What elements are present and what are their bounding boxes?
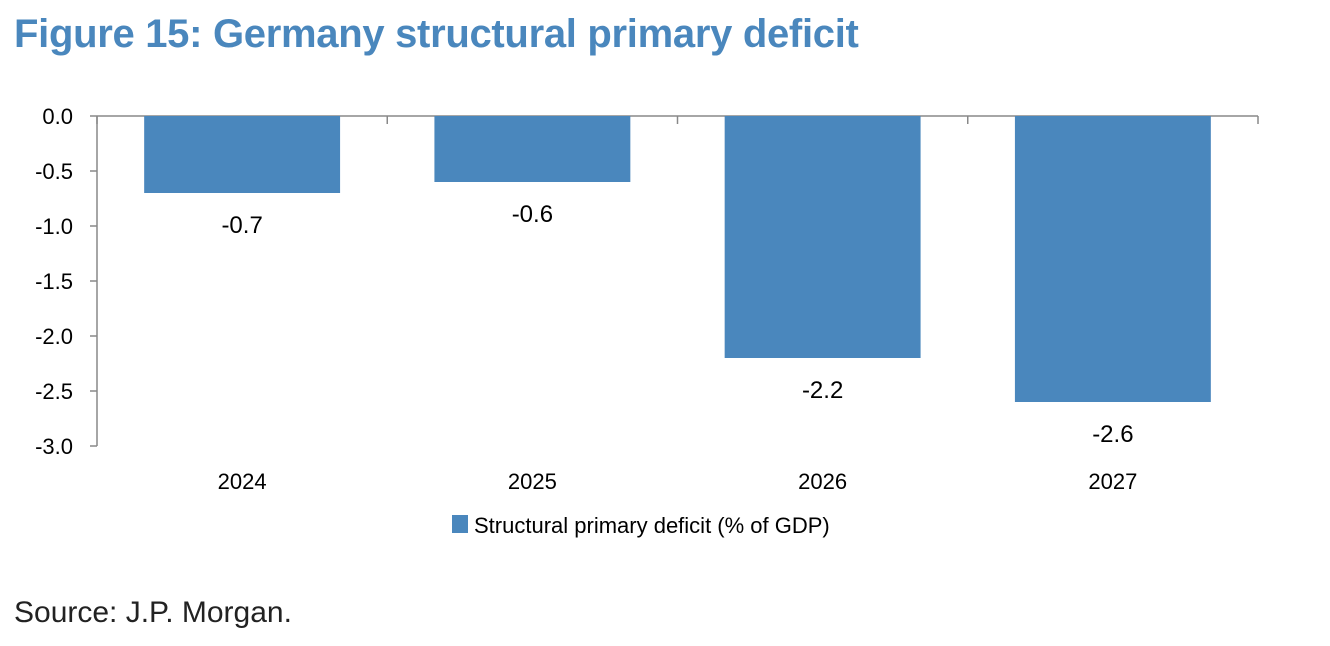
- y-tick-label: -1.5: [35, 269, 73, 294]
- y-tick-label: -2.0: [35, 324, 73, 349]
- data-label-2026: -2.2: [802, 377, 843, 404]
- legend-swatch: [452, 515, 468, 533]
- data-label-2027: -2.6: [1092, 421, 1133, 448]
- bar-chart: 0.0 -0.5 -1.0 -1.5 -2.0 -2.5 -3.0 2024 2025 2026…: [35, 104, 1259, 538]
- chart-title: Figure 15: Germany structural primary de…: [14, 12, 859, 56]
- x-tick-label-2024: 2024: [218, 469, 267, 494]
- bars: [144, 116, 1211, 402]
- x-tick-label-2026: 2026: [798, 469, 847, 494]
- data-label-2025: -0.6: [512, 201, 553, 228]
- y-tick-label: 0.0: [42, 104, 73, 129]
- source-note: Source: J.P. Morgan.: [14, 596, 292, 629]
- legend-label: Structural primary deficit (% of GDP): [474, 513, 830, 538]
- y-axis: 0.0 -0.5 -1.0 -1.5 -2.0 -2.5 -3.0: [35, 104, 98, 459]
- bar-2025: [434, 116, 631, 182]
- y-tick-label: -2.5: [35, 379, 73, 404]
- y-tick-label: -0.5: [35, 159, 73, 184]
- bar-2024: [144, 116, 341, 193]
- bar-2027: [1014, 116, 1211, 402]
- data-label-2024: -0.7: [221, 212, 262, 239]
- bar-2026: [724, 116, 921, 358]
- legend: Structural primary deficit (% of GDP): [452, 513, 830, 538]
- x-tick-label-2025: 2025: [508, 469, 557, 494]
- y-tick-label: -1.0: [35, 214, 73, 239]
- x-tick-label-2027: 2027: [1088, 469, 1137, 494]
- y-tick-label: -3.0: [35, 434, 73, 459]
- data-labels: -0.7 -0.6 -2.2 -2.6: [221, 201, 1133, 448]
